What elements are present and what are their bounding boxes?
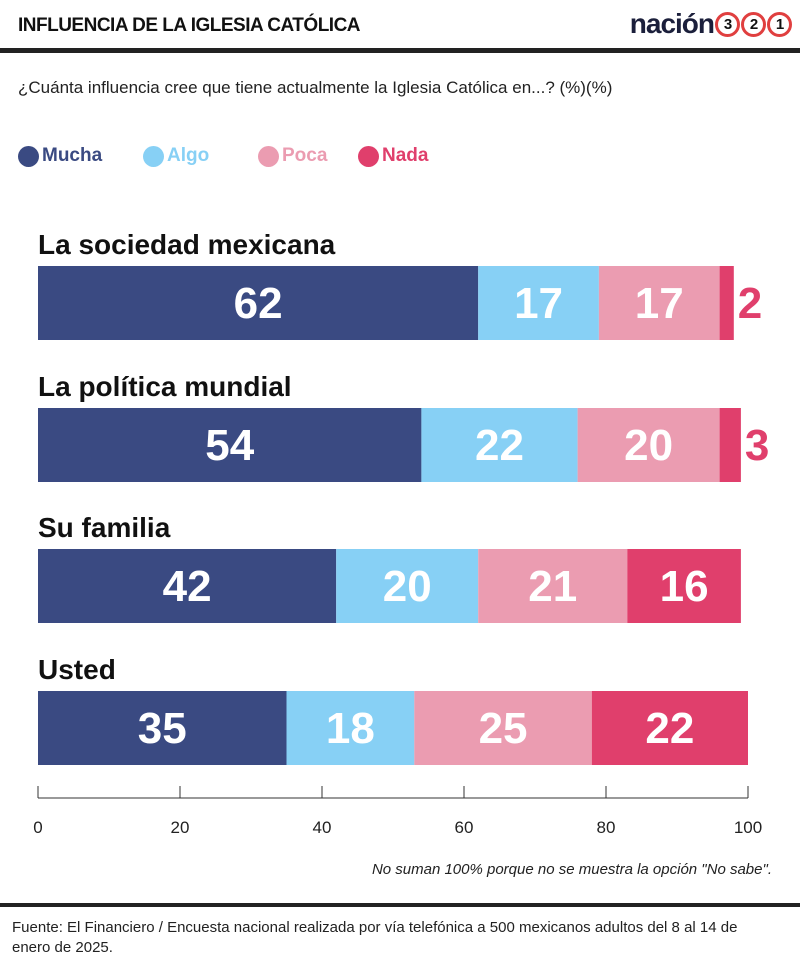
data-label: 3	[745, 421, 769, 470]
data-label: 25	[479, 704, 528, 753]
x-tick-label: 40	[313, 818, 332, 837]
data-label: 16	[660, 562, 709, 611]
bar-segment-poca	[577, 408, 720, 482]
data-label: 18	[326, 704, 375, 753]
bar-segment-mucha	[38, 266, 479, 340]
x-tick-label: 100	[734, 818, 762, 837]
bar-segment-nada	[719, 408, 741, 482]
bar-segment-algo	[478, 266, 599, 340]
x-tick-label: 20	[171, 818, 190, 837]
bar-segment-mucha	[38, 408, 422, 482]
chart-note: No suman 100% porque no se muestra la op…	[371, 861, 772, 878]
data-label: 17	[514, 279, 563, 328]
legend-dot-icon	[143, 145, 164, 167]
logo-number: 3	[715, 11, 740, 37]
legend-label: Poca	[282, 145, 328, 166]
x-tick-label: 60	[455, 818, 474, 837]
bar-segment-nada	[627, 549, 741, 623]
chart-title: INFLUENCIA DE LA IGLESIA CATÓLICA	[18, 15, 361, 36]
data-label: 21	[528, 562, 577, 611]
category-label: La sociedad mexicana	[38, 229, 336, 260]
bar-segment-algo	[421, 408, 578, 482]
bar-segment-poca	[478, 549, 628, 623]
logo: nación 3 2 1	[630, 8, 792, 40]
footer-divider	[0, 903, 800, 907]
data-label: 17	[635, 279, 684, 328]
bar-segment-nada	[719, 266, 734, 340]
data-label: 22	[645, 704, 694, 753]
legend: Mucha Algo Poca Nada	[18, 145, 718, 171]
data-label: 54	[205, 421, 254, 470]
data-label: 20	[383, 562, 432, 611]
legend-item-nada: Nada	[358, 145, 428, 167]
bar-segment-poca	[414, 691, 592, 765]
data-label: 62	[234, 279, 283, 328]
x-tick-label: 80	[597, 818, 616, 837]
legend-item-mucha: Mucha	[18, 145, 102, 167]
source-footer: Fuente: El Financiero / Encuesta naciona…	[12, 919, 738, 956]
bar-segment-algo	[286, 691, 415, 765]
bar-segment-algo	[336, 549, 479, 623]
logo-number: 1	[767, 11, 792, 37]
data-label: 22	[475, 421, 524, 470]
category-label: Su familia	[38, 512, 171, 543]
logo-number: 2	[741, 11, 766, 37]
header-divider	[0, 48, 800, 53]
data-label: 20	[624, 421, 673, 470]
legend-label: Algo	[167, 145, 210, 166]
bar-segment-mucha	[38, 549, 337, 623]
x-tick-label: 0	[33, 818, 42, 837]
data-label: 42	[163, 562, 212, 611]
category-label: La política mundial	[38, 371, 292, 402]
legend-dot-icon	[258, 145, 279, 167]
legend-item-algo: Algo	[143, 145, 209, 167]
category-label: Usted	[38, 654, 116, 685]
legend-item-poca: Poca	[258, 145, 327, 167]
data-label: 2	[738, 279, 762, 328]
bar-segment-nada	[591, 691, 748, 765]
chart-subtitle: ¿Cuánta influencia cree que tiene actual…	[18, 78, 613, 97]
bar-chart: La sociedad mexicana 62 17 17 2 La política m…	[33, 229, 769, 837]
legend-dot-icon	[358, 145, 379, 167]
legend-dot-icon	[18, 145, 39, 167]
bar-segment-poca	[598, 266, 720, 340]
bar-segment-mucha	[38, 691, 287, 765]
legend-label: Nada	[382, 145, 429, 166]
logo-text: nación	[629, 8, 715, 39]
legend-label: Mucha	[42, 145, 103, 166]
data-label: 35	[138, 704, 187, 753]
